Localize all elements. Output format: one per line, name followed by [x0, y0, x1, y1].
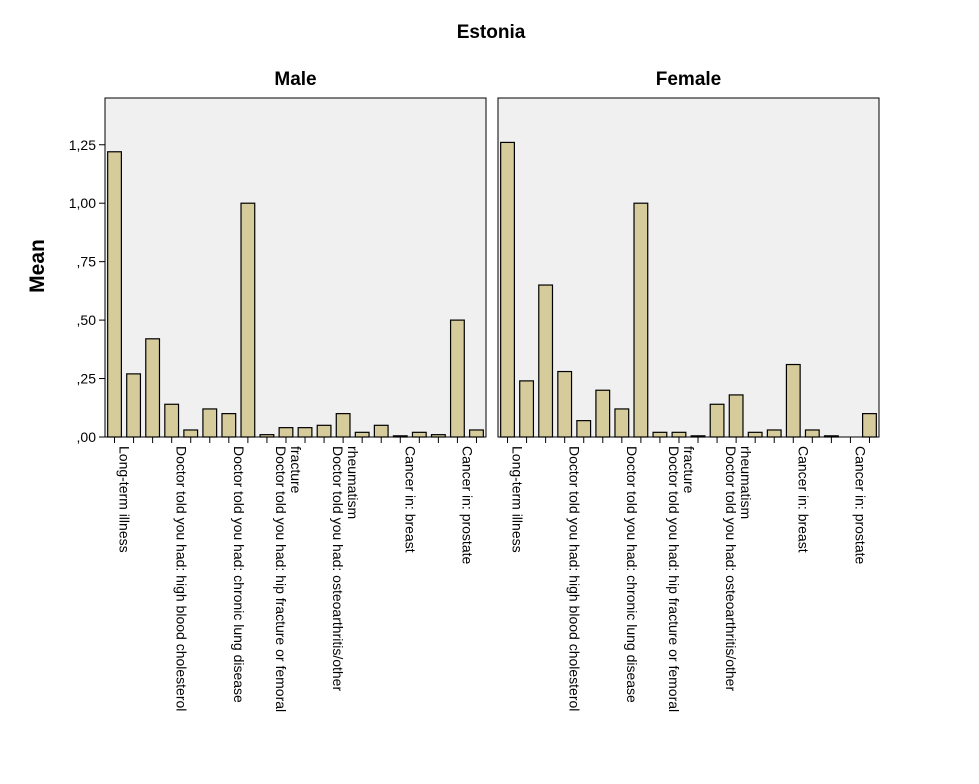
- bar: [107, 151, 122, 438]
- bar: [373, 424, 389, 438]
- x-category-label: Doctor told you had: osteoarthritis/othe…: [723, 446, 739, 691]
- bar: [469, 429, 484, 438]
- bar: [240, 202, 256, 438]
- panel-male: Male Long-term illness Doctor told you had…: [104, 69, 487, 712]
- x-category-label: Doctor told you had: hip fracture or fem…: [273, 446, 289, 712]
- chart-title: Estonia: [457, 22, 526, 43]
- bar: [297, 427, 313, 438]
- bar: [671, 431, 687, 438]
- bar: [633, 202, 649, 438]
- x-category-label: fracture: [288, 446, 304, 494]
- bar: [519, 380, 535, 438]
- bar: [449, 319, 465, 438]
- bar: [259, 434, 275, 438]
- bar: [823, 435, 839, 438]
- panel-female: Female Long-term illness Doctor told you h…: [497, 69, 880, 712]
- panel-plot-area: [104, 97, 487, 438]
- panel-title: Male: [274, 69, 316, 90]
- bar: [221, 413, 237, 438]
- x-category-label: Cancer in: breast: [402, 446, 418, 553]
- bar: [804, 429, 820, 438]
- bar: [557, 370, 573, 438]
- y-tick-label: 1,00: [69, 195, 96, 211]
- bar: [538, 284, 554, 438]
- bar: [652, 431, 668, 438]
- bar: [392, 435, 408, 438]
- y-axis-label: Mean: [26, 239, 49, 293]
- x-category-label: Doctor told you had: high blood choleste…: [174, 446, 190, 711]
- bar: [785, 363, 801, 438]
- x-category-label: Doctor told you had: osteoarthritis/othe…: [330, 446, 346, 691]
- x-category-label: Doctor told you had: hip fracture or fem…: [666, 446, 682, 712]
- x-category-label: Long-term illness: [510, 446, 526, 553]
- bar: [145, 338, 161, 438]
- bar: [576, 420, 592, 438]
- x-category-label: rheumatism: [345, 446, 361, 519]
- y-tick-label: ,50: [77, 312, 97, 328]
- bar: [202, 408, 218, 438]
- x-category-label: Doctor told you had: high blood choleste…: [567, 446, 583, 711]
- panel-title: Female: [656, 69, 721, 90]
- bar: [430, 434, 446, 438]
- y-tick-label: 1,25: [69, 137, 96, 153]
- x-category-label: rheumatism: [738, 446, 754, 519]
- bar: [411, 431, 427, 438]
- bar: [766, 429, 782, 438]
- y-axis: ,00 ,25 ,50 ,75 1,00 1,25: [69, 98, 106, 445]
- bar: [862, 413, 877, 438]
- panel-plot-area: [497, 97, 880, 438]
- bar: [126, 373, 142, 438]
- bar: [747, 431, 763, 438]
- y-tick-label: ,75: [77, 254, 97, 270]
- chart-panels: Male Long-term illness Doctor told you had…: [104, 69, 880, 712]
- bar: [316, 424, 332, 438]
- bar: [690, 435, 706, 438]
- bar: [595, 389, 611, 438]
- x-category-label: Cancer in: breast: [795, 446, 811, 553]
- x-category-label: Doctor told you had: chronic lung diseas…: [231, 446, 247, 703]
- y-tick-label: ,25: [77, 371, 97, 387]
- bar: [709, 403, 725, 438]
- bar: [335, 413, 351, 438]
- bar: [728, 394, 744, 438]
- y-tick-label: ,00: [77, 429, 97, 445]
- x-category-label: Cancer in: prostate: [852, 446, 868, 564]
- x-category-label: Doctor told you had: chronic lung diseas…: [624, 446, 640, 703]
- x-category-label: Long-term illness: [117, 446, 133, 553]
- bar: [278, 427, 294, 438]
- bar: [500, 141, 515, 438]
- bar: [183, 429, 199, 438]
- bar: [354, 431, 370, 438]
- x-category-label: fracture: [681, 446, 697, 494]
- x-category-label: Cancer in: prostate: [459, 446, 475, 564]
- bar: [614, 408, 630, 438]
- bar: [164, 403, 180, 438]
